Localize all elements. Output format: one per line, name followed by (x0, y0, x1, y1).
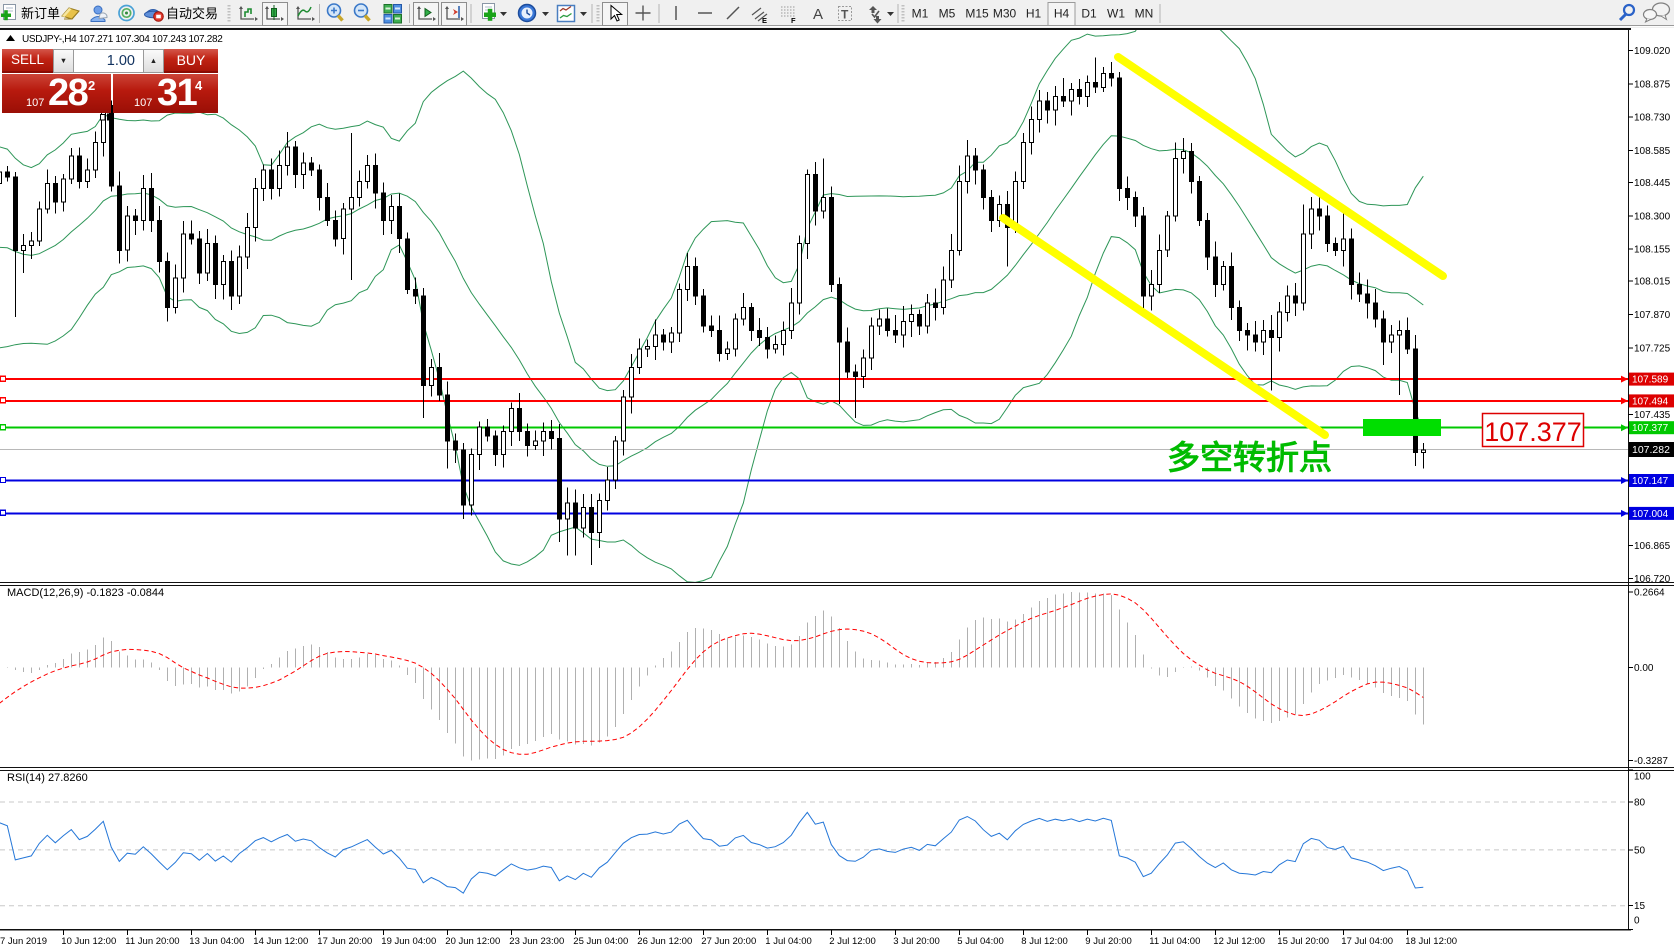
svg-text:3 Jul 20:00: 3 Jul 20:00 (893, 936, 939, 947)
svg-text:17 Jul 04:00: 17 Jul 04:00 (1341, 936, 1393, 947)
svg-text:108.445: 108.445 (1634, 178, 1671, 189)
svg-text:1 Jul 04:00: 1 Jul 04:00 (765, 936, 811, 947)
svg-text:M15: M15 (965, 7, 989, 21)
svg-text:MN: MN (1135, 7, 1154, 21)
svg-text:15: 15 (1634, 901, 1646, 912)
svg-text:107.377: 107.377 (1632, 423, 1669, 434)
svg-text:2 Jul 12:00: 2 Jul 12:00 (829, 936, 875, 947)
svg-text:19 Jun 04:00: 19 Jun 04:00 (381, 936, 436, 947)
svg-text:M1: M1 (912, 7, 929, 21)
svg-text:D1: D1 (1081, 7, 1097, 21)
svg-text:107.725: 107.725 (1634, 343, 1671, 354)
svg-text:7 Jun 2019: 7 Jun 2019 (0, 936, 47, 947)
svg-text:107.435: 107.435 (1634, 410, 1671, 421)
svg-text:109.020: 109.020 (1634, 46, 1671, 57)
svg-text:自动交易: 自动交易 (166, 6, 218, 21)
svg-text:108.015: 108.015 (1634, 277, 1671, 288)
svg-text:M30: M30 (993, 7, 1017, 21)
svg-text:107.147: 107.147 (1632, 476, 1669, 487)
svg-text:108.875: 108.875 (1634, 79, 1671, 90)
svg-text:H1: H1 (1026, 7, 1042, 21)
svg-text:18 Jul 12:00: 18 Jul 12:00 (1405, 936, 1457, 947)
svg-text:25 Jun 04:00: 25 Jun 04:00 (573, 936, 628, 947)
svg-text:107.589: 107.589 (1632, 375, 1669, 386)
svg-text:E: E (762, 16, 767, 25)
svg-text:新订单: 新订单 (21, 6, 60, 21)
svg-text:14 Jun 12:00: 14 Jun 12:00 (253, 936, 308, 947)
svg-text:MACD(12,26,9) -0.1823 -0.0844: MACD(12,26,9) -0.1823 -0.0844 (7, 587, 164, 599)
svg-text:50: 50 (1634, 845, 1646, 856)
svg-text:27 Jun 20:00: 27 Jun 20:00 (701, 936, 756, 947)
svg-text:26 Jun 12:00: 26 Jun 12:00 (637, 936, 692, 947)
svg-text:12 Jul 12:00: 12 Jul 12:00 (1213, 936, 1265, 947)
svg-text:23 Jun 23:00: 23 Jun 23:00 (509, 936, 564, 947)
svg-text:108.585: 108.585 (1634, 146, 1671, 157)
svg-text:10 Jun 12:00: 10 Jun 12:00 (61, 936, 116, 947)
svg-text:80: 80 (1634, 798, 1646, 809)
svg-text:9 Jul 20:00: 9 Jul 20:00 (1085, 936, 1131, 947)
svg-text:15 Jul 20:00: 15 Jul 20:00 (1277, 936, 1329, 947)
svg-text:T: T (841, 8, 849, 22)
svg-text:F: F (791, 16, 796, 25)
svg-text:100: 100 (1634, 772, 1651, 783)
svg-text:RSI(14) 27.8260: RSI(14) 27.8260 (7, 772, 88, 784)
svg-text:13 Jun 04:00: 13 Jun 04:00 (189, 936, 244, 947)
svg-text:108.300: 108.300 (1634, 211, 1671, 222)
svg-text:20 Jun 12:00: 20 Jun 12:00 (445, 936, 500, 947)
svg-text:W1: W1 (1107, 7, 1125, 21)
svg-text:0: 0 (1634, 916, 1640, 927)
svg-text:11 Jun 20:00: 11 Jun 20:00 (125, 936, 179, 947)
svg-text:107.494: 107.494 (1632, 396, 1669, 407)
svg-text:USDJPY-,H4 107.271 107.304 10: USDJPY-,H4 107.271 107.304 107.243 107.2… (22, 34, 223, 45)
svg-text:M5: M5 (939, 7, 956, 21)
svg-text:H4: H4 (1054, 7, 1070, 21)
svg-text:8 Jul 12:00: 8 Jul 12:00 (1021, 936, 1067, 947)
svg-text:多空转折点: 多空转折点 (1167, 439, 1332, 476)
svg-text:0.00: 0.00 (1634, 663, 1654, 674)
svg-text:106.865: 106.865 (1634, 541, 1671, 552)
svg-text:-0.3287: -0.3287 (1634, 756, 1668, 767)
svg-text:107.377: 107.377 (1484, 417, 1582, 447)
svg-text:108.155: 108.155 (1634, 245, 1671, 256)
svg-text:106.720: 106.720 (1634, 574, 1671, 585)
svg-text:17 Jun 20:00: 17 Jun 20:00 (317, 936, 372, 947)
svg-text:5 Jul 04:00: 5 Jul 04:00 (957, 936, 1003, 947)
svg-text:11 Jul 04:00: 11 Jul 04:00 (1149, 936, 1200, 947)
svg-text:A: A (813, 6, 823, 23)
svg-text:108.730: 108.730 (1634, 113, 1671, 124)
svg-text:0.2664: 0.2664 (1634, 588, 1665, 599)
svg-text:107.870: 107.870 (1634, 310, 1671, 321)
svg-text:107.004: 107.004 (1632, 509, 1669, 520)
svg-text:107.282: 107.282 (1632, 444, 1670, 456)
